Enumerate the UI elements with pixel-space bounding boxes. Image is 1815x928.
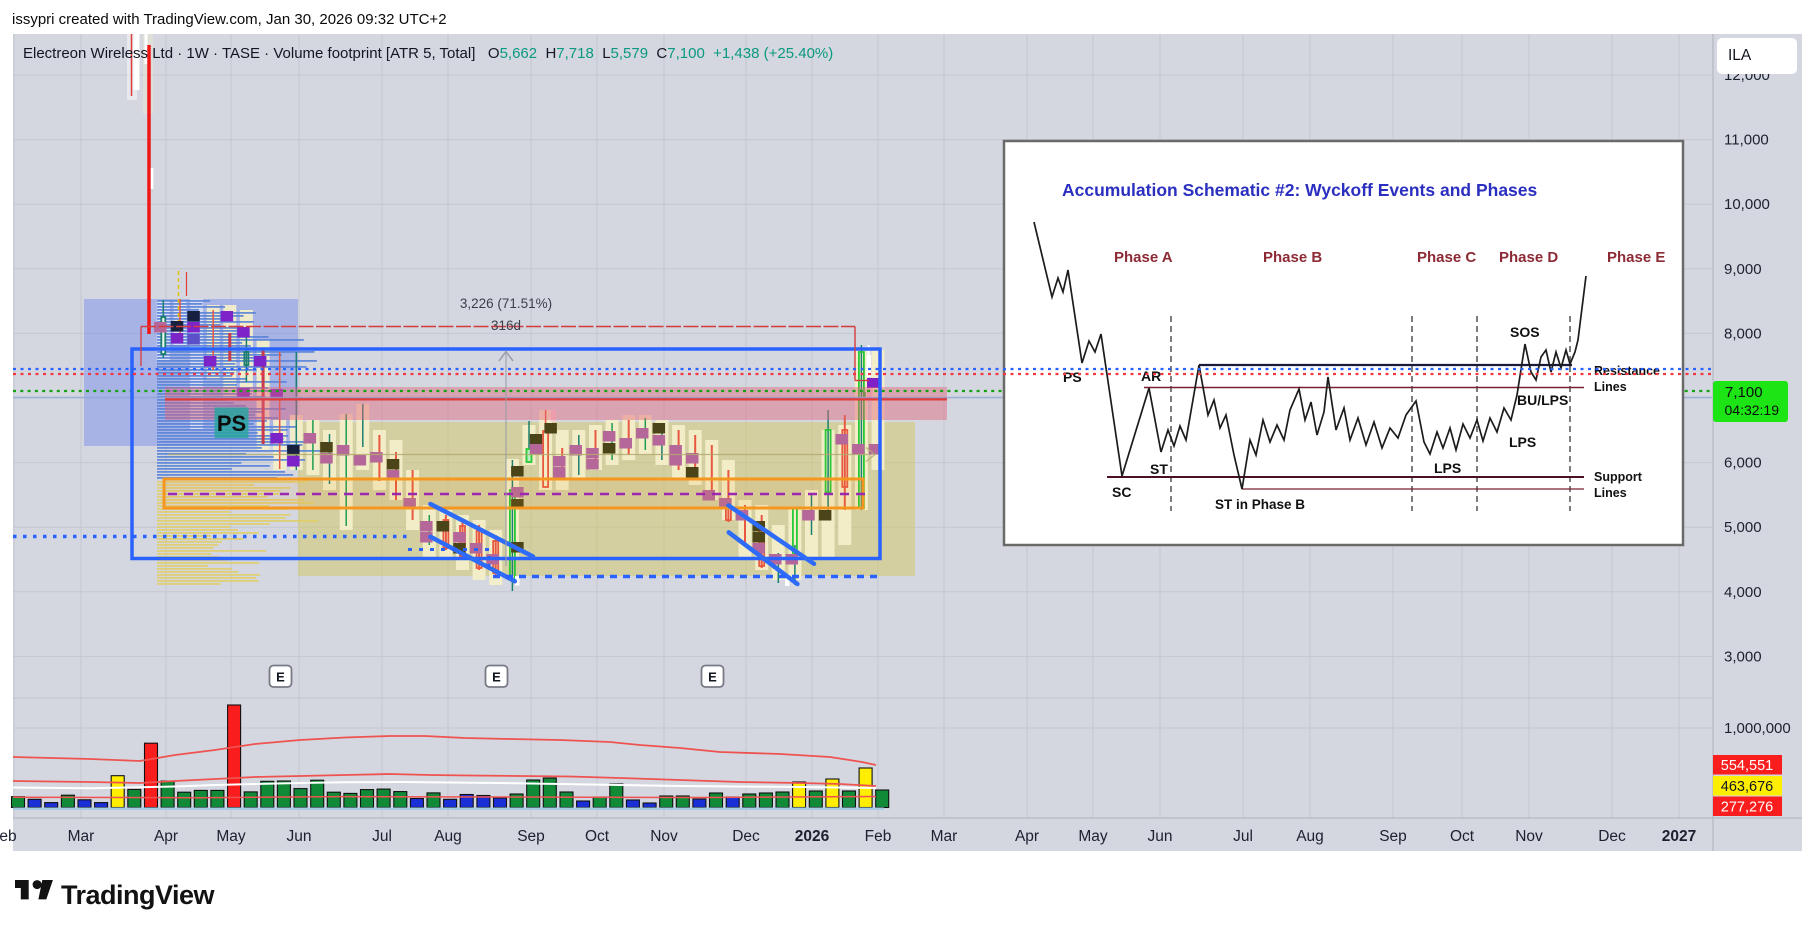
svg-text:SOS: SOS: [1510, 324, 1540, 340]
svg-text:Aug: Aug: [434, 828, 462, 845]
svg-text:Resistance: Resistance: [1594, 364, 1660, 378]
svg-text:277,276: 277,276: [1721, 800, 1773, 816]
svg-text:Oct: Oct: [585, 828, 610, 845]
svg-text:3,226 (71.51%): 3,226 (71.51%): [460, 296, 552, 311]
svg-text:May: May: [1078, 828, 1108, 845]
svg-text:8,000: 8,000: [1724, 325, 1762, 342]
svg-text:7,100: 7,100: [1725, 384, 1763, 401]
svg-text:2027: 2027: [1662, 828, 1696, 845]
svg-text:Dec: Dec: [732, 828, 760, 845]
svg-text:9,000: 9,000: [1724, 261, 1762, 278]
svg-text:Nov: Nov: [650, 828, 678, 845]
svg-text:2026: 2026: [795, 828, 830, 845]
svg-text:Phase C: Phase C: [1417, 249, 1476, 266]
svg-text:AR: AR: [1141, 368, 1161, 384]
svg-text:LPS: LPS: [1509, 434, 1536, 450]
svg-text:PS: PS: [217, 411, 246, 436]
svg-text:SC: SC: [1112, 484, 1131, 500]
svg-text:Feb: Feb: [865, 828, 892, 845]
svg-text:Dec: Dec: [1598, 828, 1626, 845]
svg-text:Mar: Mar: [931, 828, 958, 845]
svg-text:554,551: 554,551: [1721, 758, 1773, 774]
svg-text:11,000: 11,000: [1724, 132, 1769, 149]
svg-text:04:32:19: 04:32:19: [1725, 402, 1780, 418]
svg-text:Aug: Aug: [1296, 828, 1324, 845]
svg-text:Apr: Apr: [154, 828, 178, 845]
svg-text:Sep: Sep: [1379, 828, 1407, 845]
svg-text:Phase B: Phase B: [1263, 249, 1322, 266]
svg-text:Oct: Oct: [1450, 828, 1475, 845]
svg-text:Accumulation Schematic #2: Wyc: Accumulation Schematic #2: Wyckoff Event…: [1062, 180, 1538, 200]
svg-text:Sep: Sep: [517, 828, 545, 845]
svg-text:eb: eb: [0, 828, 17, 845]
svg-text:BU/LPS: BU/LPS: [1517, 392, 1568, 408]
svg-text:ST in Phase B: ST in Phase B: [1215, 497, 1305, 512]
svg-text:Nov: Nov: [1515, 828, 1543, 845]
svg-text:5,000: 5,000: [1724, 519, 1762, 536]
svg-text:TradingView: TradingView: [61, 880, 216, 910]
svg-text:LPS: LPS: [1434, 460, 1461, 476]
svg-text:Jun: Jun: [287, 828, 312, 845]
svg-text:463,676: 463,676: [1721, 779, 1773, 795]
svg-text:3,000: 3,000: [1724, 648, 1762, 665]
svg-text:Lines: Lines: [1594, 380, 1627, 394]
svg-text:Lines: Lines: [1594, 486, 1627, 500]
svg-text:4,000: 4,000: [1724, 584, 1762, 601]
svg-text:6,000: 6,000: [1724, 455, 1762, 472]
svg-text:Phase D: Phase D: [1499, 249, 1558, 266]
svg-text:ST: ST: [1150, 461, 1168, 477]
svg-text:E: E: [276, 670, 285, 685]
svg-text:Phase E: Phase E: [1607, 249, 1665, 266]
svg-text:Support: Support: [1594, 470, 1643, 484]
svg-text:Jun: Jun: [1148, 828, 1173, 845]
svg-text:Phase A: Phase A: [1114, 249, 1173, 266]
svg-text:1,000,000: 1,000,000: [1724, 720, 1791, 737]
svg-text:Mar: Mar: [68, 828, 95, 845]
svg-text:ILA: ILA: [1728, 47, 1752, 64]
svg-text:E: E: [708, 670, 717, 685]
svg-text:Jul: Jul: [372, 828, 392, 845]
svg-text:Jul: Jul: [1233, 828, 1253, 845]
svg-text:May: May: [216, 828, 246, 845]
svg-text:316d: 316d: [491, 318, 521, 333]
svg-text:E: E: [492, 670, 501, 685]
svg-text:Apr: Apr: [1015, 828, 1039, 845]
svg-text:10,000: 10,000: [1724, 196, 1770, 213]
svg-text:PS: PS: [1063, 369, 1082, 385]
